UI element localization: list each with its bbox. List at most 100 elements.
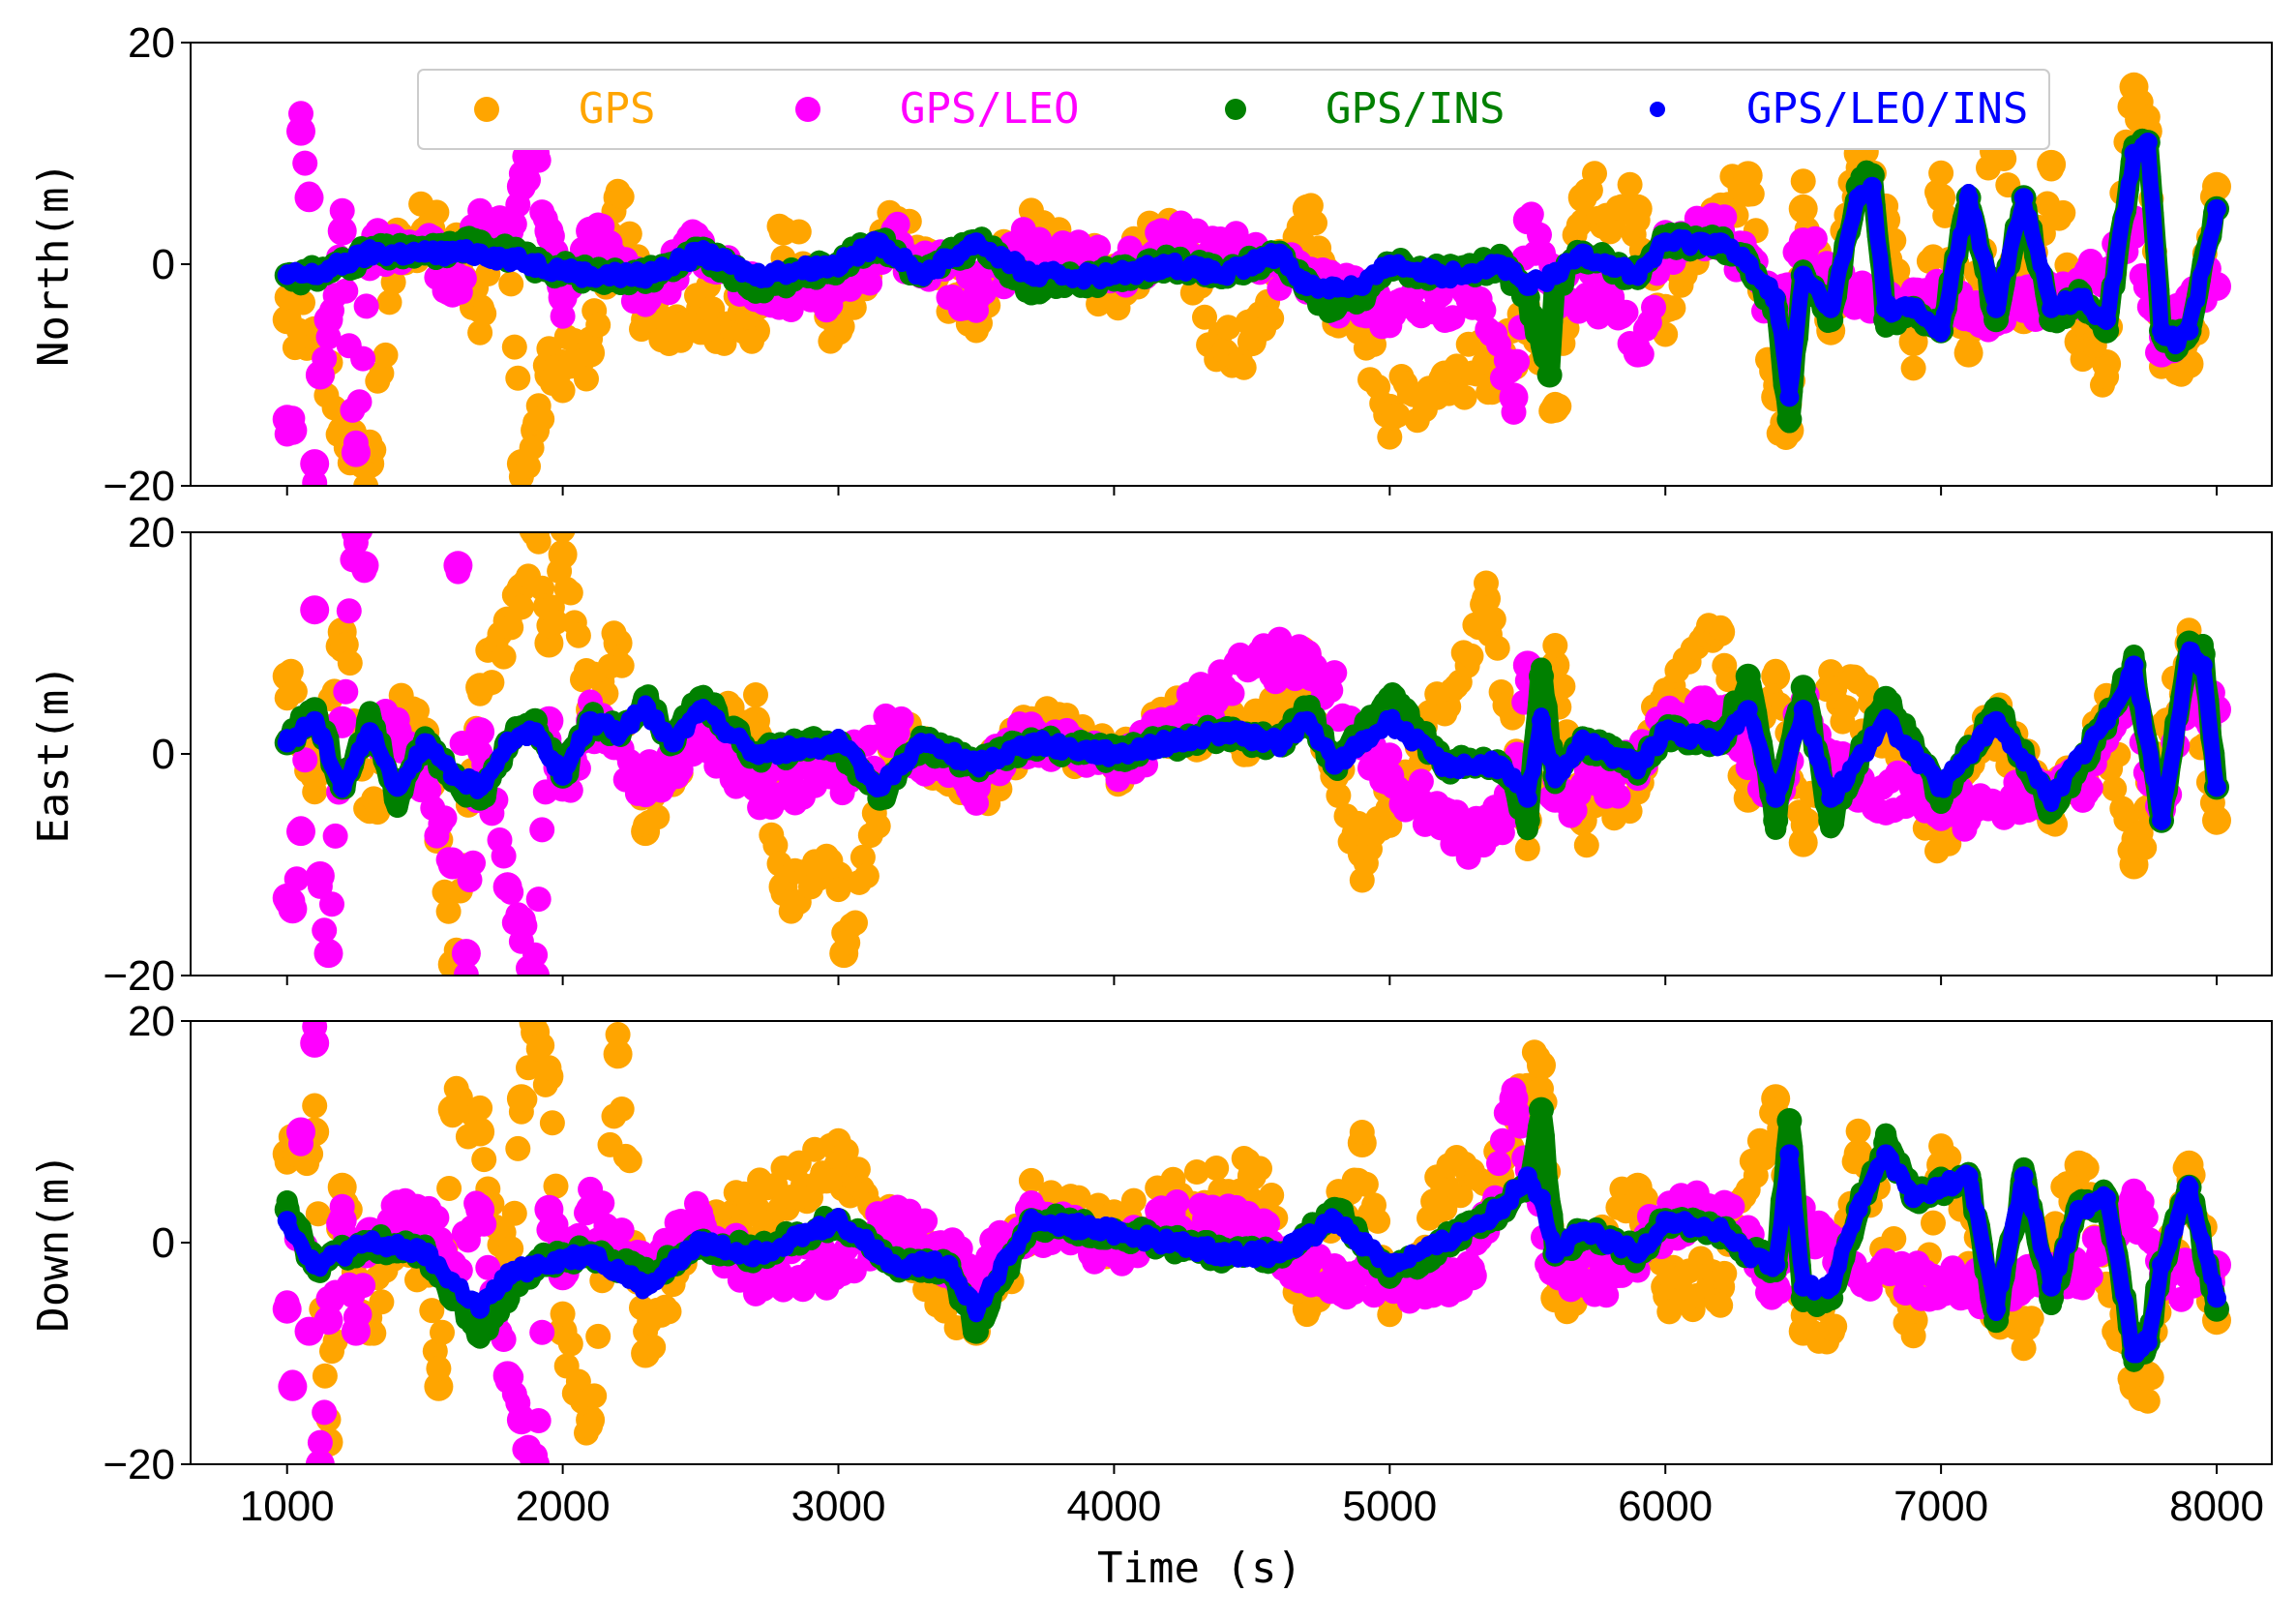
data-point-dense bbox=[2109, 244, 2126, 260]
data-point-dense bbox=[2039, 156, 2065, 182]
data-point-dense bbox=[1839, 231, 1856, 248]
data-point-dense bbox=[525, 147, 552, 173]
data-point-dense bbox=[280, 406, 306, 432]
data-point-dense bbox=[825, 877, 851, 903]
data-point-dense bbox=[1613, 299, 1639, 325]
data-point-dense bbox=[1790, 168, 1816, 195]
data-point-dense bbox=[1522, 304, 1544, 325]
data-point-dense bbox=[2029, 242, 2045, 258]
data-point-dense bbox=[930, 263, 946, 280]
data-point-dense bbox=[1480, 607, 1506, 632]
data-point-dense bbox=[2209, 200, 2224, 217]
data-point-dense bbox=[302, 469, 328, 486]
data-point-dense bbox=[315, 324, 342, 350]
data-point-dense bbox=[292, 747, 318, 773]
data-point-dense bbox=[1954, 223, 1971, 238]
data-point-dense bbox=[2102, 776, 2128, 801]
data-point-dense bbox=[1377, 424, 1403, 450]
data-point-dense bbox=[1538, 356, 1561, 377]
data-point-dense bbox=[346, 389, 373, 415]
data-point-dense bbox=[302, 779, 328, 805]
data-point-dense bbox=[1192, 304, 1217, 330]
data-point-dense bbox=[857, 270, 883, 296]
data-point-dense bbox=[329, 197, 355, 224]
data-point-dense bbox=[739, 328, 764, 354]
data-point-dense bbox=[501, 211, 527, 237]
data-point-dense bbox=[322, 823, 348, 849]
data-point-dense bbox=[1541, 310, 1564, 332]
data-point bbox=[1788, 194, 1818, 224]
data-point-dense bbox=[439, 847, 465, 873]
data-point-dense bbox=[319, 891, 344, 917]
data-point-dense bbox=[292, 150, 318, 176]
data-point-dense bbox=[1794, 808, 1820, 833]
data-point-dense bbox=[491, 843, 517, 869]
data-point-dense bbox=[1484, 635, 1510, 661]
data-point-dense bbox=[1743, 255, 1759, 272]
data-point-dense bbox=[1866, 198, 1883, 215]
data-point-dense bbox=[498, 271, 524, 297]
data-point-dense bbox=[644, 804, 671, 830]
data-point-dense bbox=[1474, 570, 1499, 596]
data-point-dense bbox=[1534, 707, 1549, 724]
data-point-dense bbox=[367, 728, 383, 744]
data-point-dense bbox=[2206, 218, 2222, 234]
data-point-dense bbox=[2101, 299, 2117, 315]
data-point-dense bbox=[1546, 393, 1572, 419]
data-point-dense bbox=[1531, 657, 1552, 679]
data-point-dense bbox=[829, 314, 855, 340]
data-point-dense bbox=[1322, 660, 1348, 686]
data-point-dense bbox=[1641, 294, 1666, 320]
data-point-dense bbox=[1869, 231, 1886, 248]
data-point-dense bbox=[2204, 173, 2229, 199]
data-point-dense bbox=[843, 910, 868, 936]
data-point-dense bbox=[451, 265, 477, 291]
data-point-dense bbox=[307, 873, 333, 899]
data-point-dense bbox=[1924, 179, 1950, 205]
data-point-dense bbox=[2094, 364, 2120, 390]
data-point-dense bbox=[2132, 834, 2158, 860]
data-point-dense bbox=[640, 699, 656, 715]
data-point-dense bbox=[1781, 387, 1798, 404]
data-point-dense bbox=[347, 532, 373, 543]
data-point-dense bbox=[336, 598, 362, 624]
data-point-dense bbox=[512, 913, 538, 939]
data-point-dense bbox=[461, 850, 486, 876]
data-point-dense bbox=[766, 213, 792, 239]
data-point-dense bbox=[648, 709, 665, 726]
data-point-dense bbox=[1536, 725, 1552, 741]
data-point-dense bbox=[290, 289, 315, 315]
data-point-dense bbox=[853, 863, 880, 889]
data-point-dense bbox=[1458, 643, 1484, 669]
data-point-dense bbox=[2123, 167, 2139, 184]
data-point-dense bbox=[565, 622, 591, 648]
data-point-dense bbox=[971, 280, 998, 306]
data-point-dense bbox=[2099, 315, 2115, 330]
data-point-dense bbox=[623, 718, 640, 735]
data-point-dense bbox=[2050, 199, 2076, 225]
data-point-dense bbox=[350, 345, 376, 372]
data-point-dense bbox=[1938, 299, 1954, 315]
data-point-dense bbox=[1875, 280, 1892, 296]
data-point-dense bbox=[1739, 181, 1765, 207]
data-point-dense bbox=[1660, 295, 1686, 321]
data-point-dense bbox=[1990, 295, 2007, 312]
data-point-dense bbox=[432, 805, 458, 831]
data-point-dense bbox=[1784, 367, 1801, 383]
data-point-dense bbox=[283, 866, 310, 892]
data-point-dense bbox=[2148, 243, 2164, 259]
data-point bbox=[327, 216, 357, 246]
data-point-dense bbox=[1605, 783, 1631, 809]
data-point-dense bbox=[1872, 249, 1889, 265]
data-point-dense bbox=[1715, 667, 1742, 693]
data-point-dense bbox=[384, 706, 410, 733]
data-point-dense bbox=[2151, 281, 2167, 297]
data-point-dense bbox=[609, 184, 635, 210]
data-point-dense bbox=[2139, 133, 2156, 148]
data-point-dense bbox=[1900, 355, 1926, 381]
data-point-dense bbox=[1708, 615, 1734, 641]
data-point-dense bbox=[1762, 277, 1778, 293]
data-point-dense bbox=[1845, 210, 1861, 226]
data-point-dense bbox=[1501, 399, 1527, 425]
data-point-dense bbox=[2118, 199, 2133, 216]
